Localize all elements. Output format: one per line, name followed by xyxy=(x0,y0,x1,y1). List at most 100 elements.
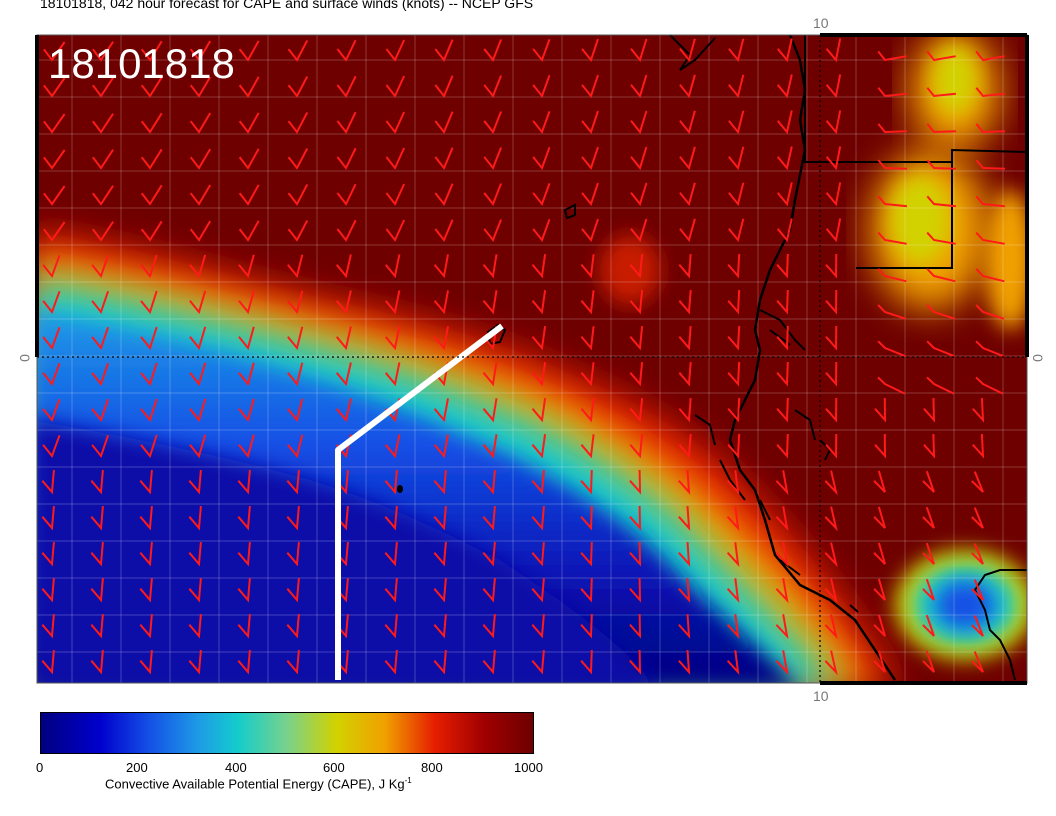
wind-barb xyxy=(776,325,789,351)
wind-barb xyxy=(877,123,908,134)
wind-barb xyxy=(189,148,212,170)
wind-barb xyxy=(90,650,104,675)
wind-barb xyxy=(825,433,838,459)
wind-barb xyxy=(580,254,595,279)
wind-barb xyxy=(140,254,158,279)
colorbar-tick: 1000 xyxy=(514,760,543,775)
wind-barb xyxy=(482,650,496,675)
wind-barb xyxy=(873,650,886,673)
wind-barb xyxy=(140,40,163,62)
wind-barb xyxy=(824,578,838,604)
colorbar-tick: 600 xyxy=(323,760,345,775)
wind-barb xyxy=(140,326,158,351)
wind-barb xyxy=(385,183,406,206)
wind-barb xyxy=(776,361,789,387)
wind-barb xyxy=(728,218,745,243)
wind-barb xyxy=(922,650,935,673)
wind-barb xyxy=(286,650,300,675)
wind-barb xyxy=(975,195,1006,208)
wind-barb xyxy=(139,614,153,639)
wind-barb xyxy=(188,578,202,603)
wind-barb xyxy=(41,578,55,603)
wind-barb xyxy=(629,326,644,351)
colorbar xyxy=(40,712,534,754)
wind-barb xyxy=(140,398,158,423)
wind-barb xyxy=(41,614,55,639)
wind-barb xyxy=(775,542,789,568)
wind-barb xyxy=(140,184,163,206)
wind-barb xyxy=(926,50,956,62)
wind-barb xyxy=(434,219,454,242)
wind-barb xyxy=(776,146,793,171)
wind-barb xyxy=(972,433,985,459)
wind-barb xyxy=(873,578,886,601)
wind-barb xyxy=(531,578,545,603)
wind-barb xyxy=(41,650,55,675)
wind-barb xyxy=(926,123,957,134)
wind-barb xyxy=(336,111,357,134)
wind-barb xyxy=(92,113,114,134)
wind-barb xyxy=(824,614,838,640)
wind-barb xyxy=(140,434,158,459)
wind-barb xyxy=(825,289,838,315)
wind-barb xyxy=(482,434,498,459)
wind-barb xyxy=(824,542,838,568)
wind-barb xyxy=(90,578,104,603)
state-border xyxy=(804,35,1028,269)
wind-barb xyxy=(975,304,1005,320)
wind-barb xyxy=(776,289,789,315)
wind-barb xyxy=(287,220,309,242)
lon-tick-top: 10 xyxy=(813,15,829,31)
wind-barb xyxy=(922,470,935,493)
wind-barb xyxy=(189,326,207,351)
wind-barb xyxy=(727,433,741,459)
wind-barb xyxy=(531,398,547,423)
wind-barb xyxy=(580,290,595,315)
wind-barb xyxy=(384,542,398,567)
wind-barb xyxy=(238,326,255,351)
wind-barb xyxy=(90,470,104,495)
island-icon xyxy=(563,203,576,220)
wind-barb xyxy=(91,434,110,459)
wind-barb xyxy=(384,470,398,495)
map-frame xyxy=(36,34,1028,684)
wind-barb xyxy=(286,542,300,567)
wind-barb xyxy=(775,650,789,676)
wind-barb xyxy=(926,268,956,283)
wind-barbs xyxy=(41,38,1006,676)
wind-barb xyxy=(43,221,66,242)
wind-barb xyxy=(629,434,644,459)
wind-barb xyxy=(678,506,691,531)
wind-barb xyxy=(926,376,955,395)
wind-barb xyxy=(531,434,547,459)
wind-barb xyxy=(971,543,984,565)
wind-barb xyxy=(532,182,551,207)
wind-barb xyxy=(189,184,212,206)
date-stamp: 18101818 xyxy=(48,40,235,87)
wind-barb xyxy=(287,112,309,134)
coastline xyxy=(728,34,897,681)
wind-barb xyxy=(42,254,61,279)
wind-barb xyxy=(531,506,545,531)
wind-barb xyxy=(877,159,908,170)
wind-barb xyxy=(580,434,595,459)
wind-barb xyxy=(877,376,906,395)
wind-barb xyxy=(775,470,789,496)
wind-barb xyxy=(728,74,745,99)
wind-barb xyxy=(877,268,907,283)
wind-barb xyxy=(335,398,352,423)
wind-barb xyxy=(43,149,66,170)
wind-barb xyxy=(629,577,642,603)
wind-barb xyxy=(287,398,304,423)
wind-barb xyxy=(433,290,449,315)
wind-barb xyxy=(629,398,644,423)
wind-barb xyxy=(580,326,595,351)
wind-barb xyxy=(971,471,984,493)
wind-barb xyxy=(877,87,908,98)
wind-barb xyxy=(237,650,251,675)
wind-barb xyxy=(92,41,114,62)
wind-barb xyxy=(384,326,401,351)
wind-barb xyxy=(385,39,406,62)
wind-barb xyxy=(726,614,740,639)
wind-barb xyxy=(140,76,163,98)
